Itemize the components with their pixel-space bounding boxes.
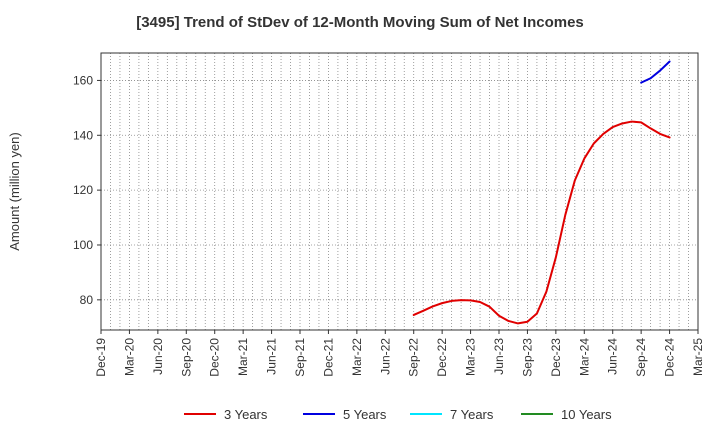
y-tick-label: 80 xyxy=(80,293,94,307)
x-tick-label: Dec-23 xyxy=(549,338,563,377)
x-tick-label: Jun-20 xyxy=(151,338,165,375)
y-axis-ticks: 80 100 120 140 160 xyxy=(73,73,101,307)
chart-title: [3495] Trend of StDev of 12-Month Moving… xyxy=(136,14,584,31)
x-tick-label: Mar-22 xyxy=(350,338,364,376)
y-tick-label: 160 xyxy=(73,73,93,87)
x-tick-label: Sep-20 xyxy=(179,338,193,377)
legend-label-3-years: 3 Years xyxy=(224,407,268,422)
x-tick-label: Mar-24 xyxy=(577,338,591,376)
x-tick-label: Jun-22 xyxy=(378,338,392,375)
series-line-3-years xyxy=(412,120,671,325)
x-tick-label: Sep-21 xyxy=(293,338,307,377)
x-tick-label: Jun-24 xyxy=(606,338,620,375)
x-tick-label: Dec-22 xyxy=(435,338,449,377)
series-layer xyxy=(412,60,671,325)
x-tick-label: Mar-25 xyxy=(691,338,705,376)
grid-layer xyxy=(100,53,699,330)
plot-frame xyxy=(100,52,699,331)
legend-label-7-years: 7 Years xyxy=(450,407,494,422)
x-tick-label: Dec-24 xyxy=(663,338,677,377)
y-tick-label: 120 xyxy=(73,183,93,197)
legend: 3 Years 5 Years 7 Years 10 Years xyxy=(184,407,612,422)
legend-label-5-years: 5 Years xyxy=(343,407,387,422)
x-tick-label: Sep-23 xyxy=(520,338,534,377)
x-tick-label: Sep-22 xyxy=(407,338,421,377)
x-tick-label: Jun-21 xyxy=(265,338,279,375)
y-tick-label: 140 xyxy=(73,128,93,142)
x-tick-label: Dec-19 xyxy=(94,338,108,377)
x-tick-label: Mar-20 xyxy=(122,338,136,376)
x-tick-label: Mar-23 xyxy=(464,338,478,376)
legend-label-10-years: 10 Years xyxy=(561,407,612,422)
y-axis-label: Amount (million yen) xyxy=(7,132,22,251)
x-axis-ticks: Dec-19 Mar-20 Jun-20 Sep-20 Dec-20 Mar-21 Jun-… xyxy=(94,330,705,377)
x-tick-label: Dec-21 xyxy=(321,338,335,377)
x-tick-label: Jun-23 xyxy=(492,338,506,375)
x-tick-label: Dec-20 xyxy=(208,338,222,377)
x-tick-label: Mar-21 xyxy=(236,338,250,376)
y-tick-label: 100 xyxy=(73,238,93,252)
series-line-5-years xyxy=(640,60,671,84)
x-tick-label: Sep-24 xyxy=(634,338,648,377)
